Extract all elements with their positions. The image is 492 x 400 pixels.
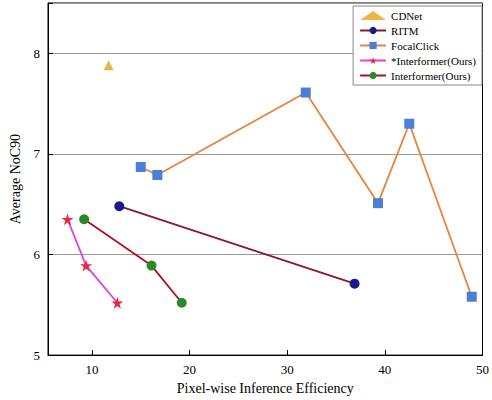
svg-text:5: 5 (34, 348, 41, 363)
svg-text:6: 6 (34, 247, 41, 262)
svg-text:20: 20 (183, 362, 196, 377)
svg-text:FocalClick: FocalClick (391, 40, 440, 52)
svg-text:10: 10 (85, 362, 98, 377)
svg-text:CDNet: CDNet (391, 10, 422, 22)
svg-text:7: 7 (34, 146, 41, 161)
svg-text:50: 50 (476, 362, 489, 377)
svg-text:Pixel-wise Inference Efficienc: Pixel-wise Inference Efficiency (177, 381, 354, 396)
svg-text:8: 8 (34, 46, 41, 61)
svg-text:Interformer(Ours): Interformer(Ours) (391, 70, 471, 83)
svg-text:RITM: RITM (391, 25, 419, 37)
svg-text:Average NoC90: Average NoC90 (8, 134, 23, 224)
svg-text:40: 40 (378, 362, 391, 377)
svg-text:30: 30 (281, 362, 294, 377)
svg-text:*Interformer(Ours): *Interformer(Ours) (391, 55, 476, 68)
